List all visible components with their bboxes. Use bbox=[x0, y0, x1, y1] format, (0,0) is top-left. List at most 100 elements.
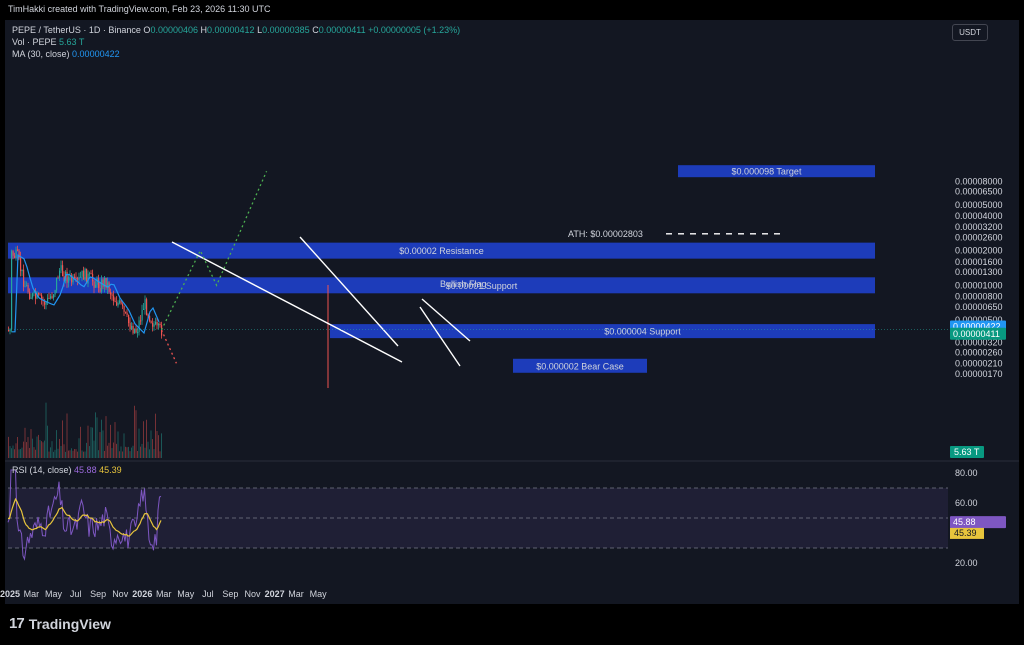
candle-body bbox=[60, 265, 62, 271]
volume-bar bbox=[141, 443, 143, 458]
volume-bar bbox=[96, 417, 98, 458]
candle-body bbox=[134, 328, 136, 334]
low-value: 0.00000385 bbox=[262, 25, 310, 35]
candle-body bbox=[11, 251, 13, 330]
candle-body bbox=[122, 303, 124, 307]
candle-body bbox=[96, 278, 98, 285]
candle-body bbox=[33, 291, 35, 294]
low-label: L bbox=[257, 25, 263, 35]
trend-line bbox=[171, 241, 403, 363]
volume-bar bbox=[74, 449, 75, 458]
zone-label: $0.000002 Bear Case bbox=[536, 361, 624, 371]
time-axis-label: Sep bbox=[222, 589, 238, 599]
volume-bar bbox=[47, 425, 48, 458]
candle-body bbox=[98, 278, 100, 288]
candle-body bbox=[78, 276, 80, 280]
rsi-value-tag: 45.88 bbox=[953, 517, 976, 527]
currency-button[interactable]: USDT bbox=[952, 24, 988, 41]
volume-bar bbox=[36, 436, 38, 458]
candle-body bbox=[20, 257, 22, 272]
candle-body bbox=[57, 277, 59, 279]
volume-bar bbox=[108, 442, 110, 458]
candle-body bbox=[107, 282, 109, 288]
volume-bar bbox=[110, 424, 111, 458]
volume-bar bbox=[29, 447, 30, 458]
candle-body bbox=[156, 321, 158, 326]
volume-bar bbox=[143, 421, 144, 458]
candle-body bbox=[138, 320, 140, 333]
candle-body bbox=[21, 269, 23, 272]
volume-bar bbox=[35, 449, 36, 458]
candle-body bbox=[84, 268, 86, 280]
volume-bar bbox=[95, 412, 96, 458]
volume-bar bbox=[68, 450, 69, 458]
candle-body bbox=[128, 315, 130, 324]
volume-bar bbox=[14, 449, 15, 458]
rsi-value-tag-bg bbox=[950, 516, 1006, 529]
volume-bar bbox=[42, 442, 44, 458]
candle-body bbox=[146, 299, 148, 316]
tradingview-logo: 17 TradingView bbox=[9, 615, 111, 632]
volume-bar bbox=[81, 450, 83, 458]
close-label: C bbox=[312, 25, 319, 35]
candle-body bbox=[24, 286, 26, 288]
volume-bar bbox=[89, 446, 90, 458]
price-axis-label: 0.00000260 bbox=[955, 348, 1003, 358]
high-label: H bbox=[200, 25, 208, 35]
candle-body bbox=[101, 279, 103, 292]
candle-body bbox=[47, 297, 49, 303]
rsi-ma-tag-bg bbox=[950, 527, 984, 539]
volume-bar bbox=[146, 419, 147, 458]
ma-line bbox=[12, 254, 160, 335]
candle-body bbox=[102, 279, 104, 287]
volume-bar bbox=[12, 445, 14, 458]
volume-bar bbox=[32, 438, 33, 458]
volume-bar bbox=[113, 442, 114, 458]
volume-bar bbox=[87, 425, 89, 458]
chart-credit: TimHakki created with TradingView.com, F… bbox=[8, 4, 271, 14]
volume-bar bbox=[17, 436, 18, 458]
candle-body bbox=[68, 277, 70, 283]
rsi-label: RSI (14, close) bbox=[12, 465, 72, 475]
volume-bar bbox=[33, 447, 35, 458]
price-axis-label: 0.00002000 bbox=[955, 246, 1003, 256]
volume-bar bbox=[102, 430, 104, 458]
volume-bar bbox=[152, 439, 153, 458]
candle-body bbox=[158, 323, 160, 326]
volume-bar bbox=[23, 441, 24, 458]
volume-bar bbox=[111, 448, 113, 458]
chart-panel[interactable] bbox=[5, 20, 1019, 604]
candle-body bbox=[45, 302, 47, 305]
time-axis-label: Jul bbox=[70, 589, 82, 599]
candle-body bbox=[39, 294, 41, 296]
volume-bar bbox=[161, 433, 162, 458]
volume-tag: 5.63 T bbox=[954, 447, 980, 457]
ma-price-tag: 0.00000422 bbox=[953, 321, 1001, 331]
candle-body bbox=[8, 329, 10, 332]
volume-bar bbox=[158, 435, 159, 458]
volume-bar bbox=[129, 451, 131, 458]
volume-bar bbox=[150, 430, 152, 458]
volume-bar bbox=[66, 413, 68, 458]
candle-body bbox=[132, 325, 134, 334]
volume-bar bbox=[38, 434, 39, 458]
open-label: O bbox=[143, 25, 151, 35]
candle-body bbox=[74, 276, 76, 279]
volume-bar bbox=[131, 447, 132, 458]
volume-value: 5.63 T bbox=[59, 37, 85, 47]
candle-body bbox=[83, 270, 85, 280]
candle-body bbox=[27, 285, 29, 292]
volume-bar bbox=[159, 451, 161, 458]
candle-body bbox=[95, 284, 97, 288]
volume-bar bbox=[75, 449, 77, 458]
candle-body bbox=[89, 273, 91, 275]
candle-body bbox=[38, 293, 40, 295]
candle-body bbox=[129, 323, 131, 330]
volume-bar bbox=[90, 427, 92, 458]
price-axis-label: 0.00004000 bbox=[955, 211, 1003, 221]
candle-body bbox=[48, 297, 50, 299]
close-value: 0.00000411 bbox=[318, 25, 366, 35]
volume-bar bbox=[137, 451, 138, 458]
